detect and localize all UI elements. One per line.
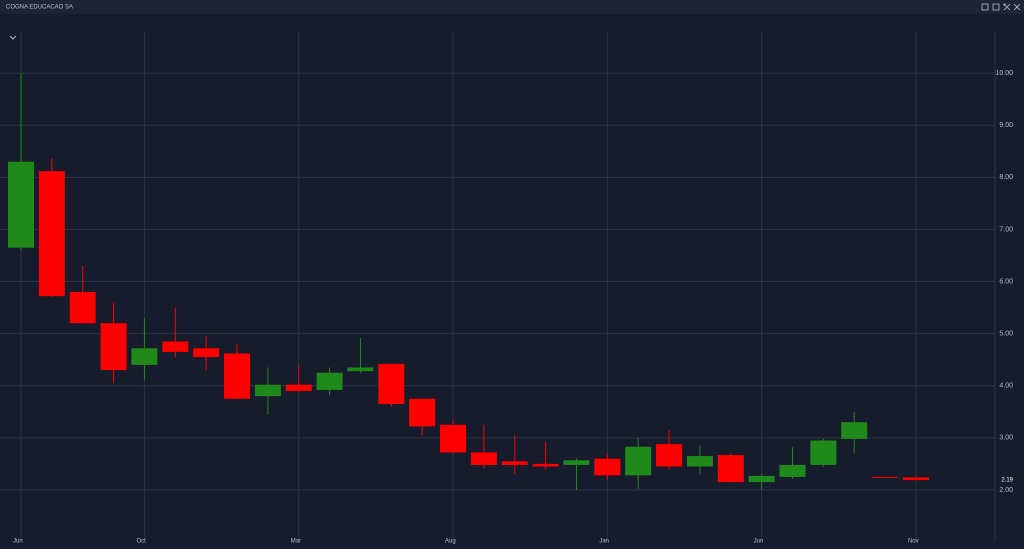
candle-body [69,291,96,324]
y-tick-label: 9.00 [999,122,1013,129]
candle-body [779,464,806,477]
x-tick-label: Nov [908,539,919,545]
candle-body [810,440,837,465]
x-tick-label: Aug [445,539,456,545]
last-value-box [997,475,1017,486]
y-tick-label: 2.00 [999,487,1013,494]
last-value-label: 2.19 [1001,478,1013,484]
y-tick-label: 6.00 [999,278,1013,285]
y-tick-label: 4.00 [999,383,1013,390]
candle-body [625,446,652,476]
x-tick-label: Mar [291,539,301,545]
candle-body [470,452,497,465]
candle-body [841,422,868,439]
candle-body [872,476,899,478]
candle-body [193,348,220,358]
candle-body [717,455,744,483]
candle-body [902,477,929,481]
candle-body [594,458,621,476]
candle-body [378,363,405,404]
x-tick-label: Jun [13,539,23,545]
candle-body [409,398,436,427]
x-tick-label: Jun [754,539,764,545]
candle-body [748,475,775,483]
y-tick-label: 10.00 [995,70,1013,77]
y-tick-label: 3.00 [999,435,1013,442]
candle-body [347,367,374,372]
candle-body [100,323,127,371]
popout-button[interactable] [992,3,1000,11]
candle-body [532,463,559,467]
candle-body [224,353,251,399]
candle-body [8,161,34,248]
candle-body [316,372,343,390]
y-tick-label: 8.00 [999,174,1013,181]
candle-body [563,460,590,465]
candle-body [501,461,528,465]
y-tick-label: 7.00 [999,226,1013,233]
collapse-chevron[interactable] [9,35,17,40]
candle-body [285,384,312,391]
window-controls[interactable] [981,3,1021,11]
y-tick-label: 5.00 [999,330,1013,337]
expand-button[interactable] [1003,3,1011,11]
close-button[interactable] [1013,3,1021,11]
chart-title: COGNA EDUCACAO SA [6,5,73,11]
candle-body [686,456,713,467]
x-tick-label: Oct [136,539,146,545]
candle-body [131,348,158,365]
x-tick-label: Jan [599,539,609,545]
candle-body [656,444,683,467]
candle-body [440,424,467,453]
candle-body [162,341,189,352]
header-bar [0,0,1024,14]
candle-body [38,171,65,297]
candle-body [254,384,281,397]
restore-button[interactable] [981,3,989,11]
